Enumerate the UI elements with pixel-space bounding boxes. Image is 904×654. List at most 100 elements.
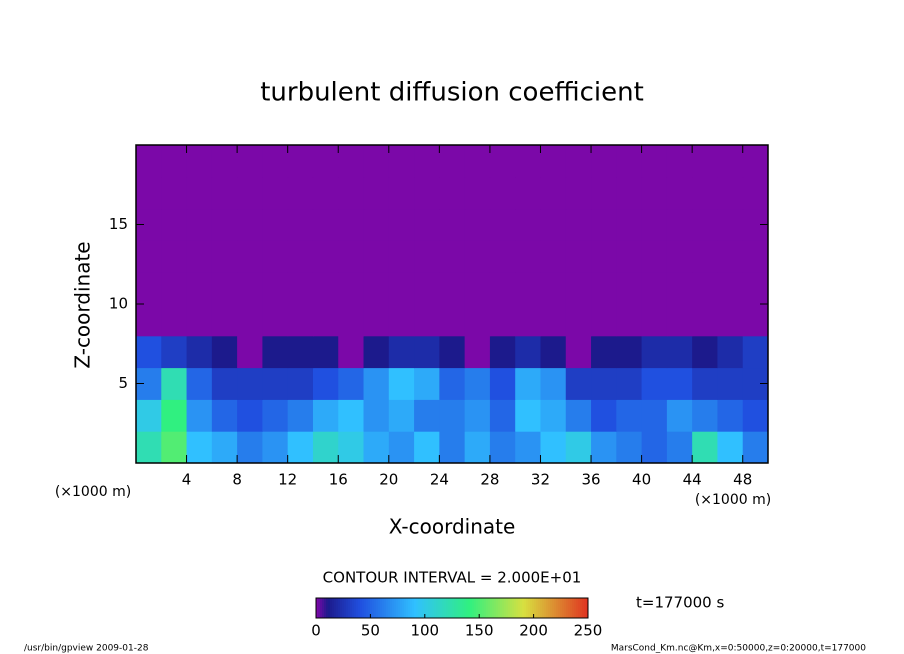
colorbar-strip <box>564 598 566 618</box>
cell <box>717 272 744 305</box>
cell <box>489 272 516 305</box>
colorbar-tick-label: 0 <box>311 622 321 640</box>
cell <box>742 335 769 369</box>
colorbar-strip <box>570 598 572 618</box>
cell <box>666 304 693 337</box>
colorbar-strip <box>320 598 322 618</box>
cell <box>136 335 162 369</box>
cell <box>692 304 718 337</box>
colorbar-strip <box>386 598 388 618</box>
cell <box>363 176 390 210</box>
cell <box>540 240 567 273</box>
cell <box>414 176 440 210</box>
cell <box>540 145 567 178</box>
x-tick-label: 36 <box>581 471 600 489</box>
cell <box>262 399 289 432</box>
cell <box>489 431 516 464</box>
cell <box>616 304 643 337</box>
cell <box>742 145 769 178</box>
cell <box>666 335 693 369</box>
colorbar-strip <box>396 598 398 618</box>
colorbar-strip <box>382 598 384 618</box>
y-tick-label: 15 <box>109 215 128 233</box>
cell <box>388 399 415 432</box>
cell <box>540 208 567 241</box>
cell <box>666 145 693 178</box>
colorbar-strip <box>536 598 538 618</box>
cell <box>717 176 744 210</box>
cell <box>186 145 213 178</box>
colorbar-strip <box>478 598 480 618</box>
colorbar-strip <box>480 598 482 618</box>
colorbar-strip <box>434 598 436 618</box>
cell <box>489 176 516 210</box>
colorbar-strip <box>368 598 370 618</box>
cell <box>540 367 567 400</box>
cell <box>540 304 567 337</box>
cell <box>717 145 744 178</box>
colorbar-strip <box>510 598 512 618</box>
cell <box>312 431 339 464</box>
cell <box>515 304 541 337</box>
colorbar-strip <box>350 598 352 618</box>
cell <box>363 145 390 178</box>
cell <box>439 240 466 273</box>
colorbar-strip <box>568 598 570 618</box>
cell <box>439 367 466 400</box>
cell <box>161 304 188 337</box>
cell <box>641 145 668 178</box>
cell <box>641 272 668 305</box>
colorbar-strip <box>378 598 380 618</box>
cell <box>338 240 365 273</box>
cell <box>666 399 693 432</box>
colorbar-tick-label: 150 <box>465 622 494 640</box>
cell <box>540 399 567 432</box>
footer-left: /usr/bin/gpview 2009-01-28 <box>24 644 149 654</box>
cell <box>692 367 718 400</box>
cell <box>742 304 769 337</box>
cell <box>312 272 339 305</box>
colorbar-strip <box>430 598 432 618</box>
colorbar-strip <box>410 598 412 618</box>
colorbar-strip <box>470 598 472 618</box>
colorbar-strip <box>372 598 374 618</box>
cell <box>312 208 339 241</box>
colorbar-strip <box>482 598 484 618</box>
x-tick-label: 4 <box>182 471 192 489</box>
cell <box>287 367 314 400</box>
cell <box>161 208 188 241</box>
cell <box>388 240 415 273</box>
cell <box>338 176 365 210</box>
colorbar-strip <box>532 598 534 618</box>
chart-title: turbulent diffusion coefficient <box>260 78 644 108</box>
cell <box>262 431 289 464</box>
x-tick-label: 28 <box>480 471 499 489</box>
colorbar-strip <box>424 598 426 618</box>
x-tick-label: 20 <box>379 471 398 489</box>
cell <box>388 431 415 464</box>
cell <box>540 272 567 305</box>
colorbar-strip <box>428 598 430 618</box>
cell <box>338 335 365 369</box>
cell <box>540 176 567 210</box>
cell <box>565 176 592 210</box>
colorbar-strip <box>374 598 376 618</box>
cell <box>414 208 440 241</box>
colorbar-strip <box>546 598 548 618</box>
cell <box>717 335 744 369</box>
cell <box>464 272 491 305</box>
colorbar-strip <box>404 598 406 618</box>
cell <box>161 431 188 464</box>
cell <box>312 176 339 210</box>
cell <box>464 399 491 432</box>
cell <box>237 240 263 273</box>
colorbar-strip <box>338 598 340 618</box>
cell <box>717 240 744 273</box>
cell <box>363 304 390 337</box>
cell <box>692 145 718 178</box>
colorbar-strip <box>530 598 532 618</box>
colorbar-strip <box>484 598 486 618</box>
cell <box>464 304 491 337</box>
cell <box>161 272 188 305</box>
cell <box>591 335 617 369</box>
